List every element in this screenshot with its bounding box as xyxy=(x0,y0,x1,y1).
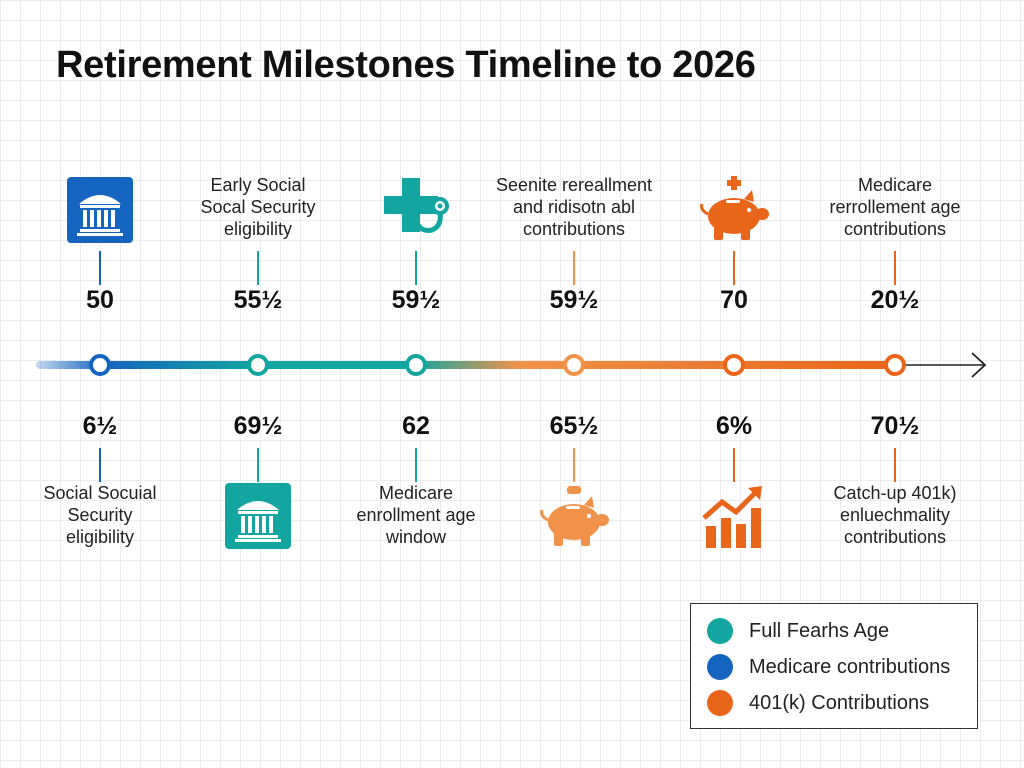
connector-tick-top xyxy=(733,251,735,285)
timeline-node xyxy=(563,354,585,376)
label-line: Catch-up 401k) xyxy=(833,483,957,503)
connector-tick-bottom xyxy=(733,448,735,482)
milestone-age-top: 59½ xyxy=(549,286,599,314)
legend-swatch-orange xyxy=(707,690,733,716)
connector-tick-bottom xyxy=(573,448,575,482)
label-line: Security xyxy=(67,505,133,525)
label-line: enluechmality xyxy=(839,505,951,525)
connector-tick-bottom xyxy=(894,448,896,482)
label-line: Medicare xyxy=(378,483,454,503)
milestone-age-bottom: 6% xyxy=(715,412,753,440)
piggy-bank-plus-icon xyxy=(694,170,774,250)
connector-tick-top xyxy=(573,251,575,285)
legend-label: 401(k) Contributions xyxy=(749,691,930,714)
label-line: Early Social xyxy=(210,175,306,195)
milestone-bottom-label: Social Socuial Security eligibility xyxy=(15,482,185,548)
label-line: Social Socuial xyxy=(43,483,157,503)
connector-tick-top xyxy=(894,251,896,285)
milestone-age-top: 70 xyxy=(720,286,748,314)
milestone-age-bottom: 6½ xyxy=(82,412,118,440)
label-line: Socal Security xyxy=(200,197,316,217)
medical-cross-stethoscope-icon xyxy=(376,170,456,250)
milestone-age-top: 20½ xyxy=(870,286,920,314)
milestone-age-bottom: 69½ xyxy=(233,412,283,440)
label-line: window xyxy=(385,527,447,547)
label-line: eligibility xyxy=(223,219,293,239)
label-line: Seenite rereallment xyxy=(495,175,653,195)
connector-tick-bottom xyxy=(99,448,101,482)
label-line: and ridisotn abl xyxy=(512,197,636,217)
milestone-top-label: Medicare rerrollement age contributions xyxy=(810,174,980,240)
milestone-age-bottom: 65½ xyxy=(549,412,599,440)
timeline-node xyxy=(89,354,111,376)
connector-tick-top xyxy=(99,251,101,285)
milestone-age-bottom: 62 xyxy=(402,412,430,440)
connector-tick-bottom xyxy=(257,448,259,482)
connector-tick-top xyxy=(415,251,417,285)
legend-item-401k: 401(k) Contributions xyxy=(707,690,929,716)
legend-swatch-teal xyxy=(707,618,733,644)
label-line: rerrollement age xyxy=(829,197,961,217)
milestone-top-label: Seenite rereallment and ridisotn abl contr… xyxy=(489,174,659,240)
milestone-age-top: 50 xyxy=(86,286,114,314)
label-line: contributions xyxy=(843,219,947,239)
legend-label: Medicare contributions xyxy=(749,655,951,678)
piggy-bank-icon xyxy=(534,476,614,556)
milestone-age-bottom: 70½ xyxy=(870,412,920,440)
legend: Full Fearhs Age Medicare contributions 4… xyxy=(690,603,978,729)
label-line: Medicare xyxy=(857,175,933,195)
legend-label: Full Fearhs Age xyxy=(749,619,890,642)
bank-icon xyxy=(60,170,140,250)
bank-icon xyxy=(218,476,298,556)
milestone-age-top: 59½ xyxy=(391,286,441,314)
timeline-node xyxy=(723,354,745,376)
label-line: contributions xyxy=(522,219,626,239)
milestone-bottom-label: Medicare enrollment age window xyxy=(331,482,501,548)
legend-swatch-blue xyxy=(707,654,733,680)
milestone-age-top: 55½ xyxy=(233,286,283,314)
label-line: contributions xyxy=(843,527,947,547)
timeline-arrowhead-icon xyxy=(971,352,987,378)
page-title: Retirement Milestones Timeline to 2026 xyxy=(56,44,756,86)
timeline-node xyxy=(405,354,427,376)
timeline-node xyxy=(247,354,269,376)
milestone-top-label: Early Social Socal Security eligibility xyxy=(173,174,343,240)
label-line: eligibility xyxy=(65,527,135,547)
label-line: enrollment age xyxy=(356,505,476,525)
connector-tick-bottom xyxy=(415,448,417,482)
growth-chart-icon xyxy=(694,476,774,556)
timeline-node xyxy=(884,354,906,376)
connector-tick-top xyxy=(257,251,259,285)
milestone-bottom-label: Catch-up 401k) enluechmality contributions xyxy=(810,482,980,548)
legend-item-medicare: Medicare contributions xyxy=(707,654,950,680)
timeline-bar xyxy=(36,361,896,369)
legend-item-full-retirement-age: Full Fearhs Age xyxy=(707,618,889,644)
